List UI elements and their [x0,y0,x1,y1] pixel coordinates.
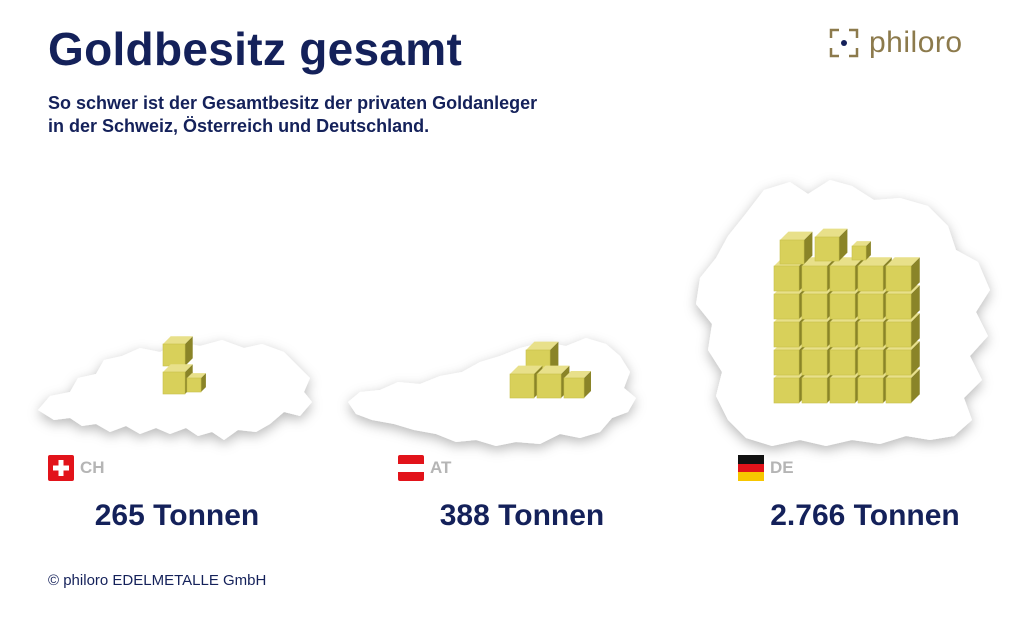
gold-cube [885,341,920,376]
flag-germany-icon [738,455,764,481]
gold-cube [814,228,848,262]
austria-map [348,338,636,446]
gold-cube [186,373,206,393]
gold-cubes-at [509,341,591,399]
subtitle-line-1: So schwer ist der Gesamtbesitz der priva… [48,93,538,113]
gold-cube [851,241,871,261]
logo-mark-icon [829,28,859,58]
country-label-de: DE [738,455,794,481]
page-title: Goldbesitz gesamt [48,23,463,75]
value-label-ch: 265 Tonnen [94,499,260,532]
gold-cube [536,365,570,399]
logo-text: philoro [869,26,963,59]
value-label-at: 388 Tonnen [439,499,605,532]
value-label-de: 2.766 Tonnen [770,499,960,532]
gold-cubes-de [773,228,920,404]
flag-austria-icon [398,455,424,481]
country-label-ch: CH [48,455,105,481]
philoro-logo: philoro [829,25,963,61]
country-code-ch: CH [80,458,105,477]
gold-cube [885,257,920,292]
copyright-text: © philoro EDELMETALLE GmbH [48,572,267,589]
subtitle-line-2: in der Schweiz, Österreich und Deutschla… [48,116,430,136]
subtitle: So schwer ist der Gesamtbesitz der priva… [48,92,648,138]
gold-cube [162,336,193,367]
gold-cube [563,371,591,399]
country-code-at: AT [430,458,452,477]
country-label-at: AT [398,455,451,481]
gold-cubes-ch [162,336,206,395]
flag-switzerland-icon [48,455,74,481]
gold-cube [779,231,813,265]
country-code-de: DE [770,458,794,477]
